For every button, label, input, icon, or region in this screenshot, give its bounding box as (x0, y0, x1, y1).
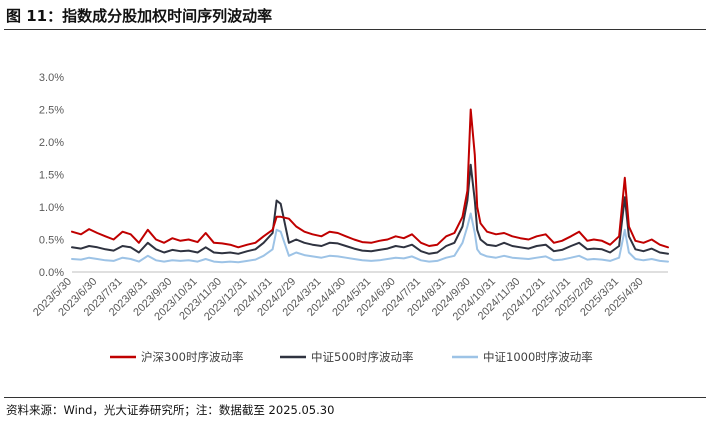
figure-title: 图 11：指数成分股加权时间序列波动率 (6, 7, 273, 25)
source-note: 资料来源：Wind，光大证券研究所；注：数据截至 2025.05.30 (6, 403, 335, 417)
y-tick-label: 1.5% (39, 170, 64, 182)
footer-divider (4, 397, 706, 398)
legend-label-3: 中证1000时序波动率 (483, 350, 593, 364)
series-line-1 (71, 108, 669, 249)
header-divider (4, 29, 706, 30)
series-line-3 (71, 212, 669, 264)
legend-label-2: 中证500时序波动率 (311, 350, 413, 364)
y-tick-label: 2.0% (39, 137, 64, 149)
legend-label-1: 沪深300时序波动率 (141, 350, 243, 364)
volatility-line-chart: 0.0%0.5%1.0%1.5%2.0%2.5%3.0%2023/5/30202… (31, 72, 669, 364)
series-line-2 (71, 163, 669, 255)
y-tick-label: 0.5% (39, 235, 64, 247)
y-tick-label: 0.0% (39, 267, 64, 279)
y-tick-label: 3.0% (39, 72, 64, 84)
y-tick-label: 2.5% (39, 105, 64, 117)
figure-header: 图 11：指数成分股加权时间序列波动率 (0, 0, 710, 30)
y-tick-label: 1.0% (39, 202, 64, 214)
